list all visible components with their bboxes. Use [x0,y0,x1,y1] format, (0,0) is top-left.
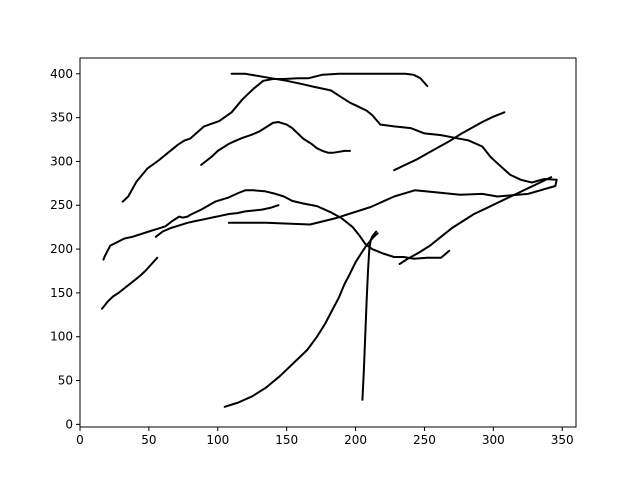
x-tick-label: 50 [141,433,156,447]
x-tick-label: 150 [275,433,298,447]
x-tick-label: 0 [76,433,84,447]
series-line-5 [154,204,280,238]
y-tick-label: 200 [50,242,73,256]
x-tick-label: 300 [482,433,505,447]
y-tick-label: 300 [50,154,73,168]
y-tick-label: 400 [50,67,73,81]
series-line-8 [361,230,378,401]
x-tick-label: 100 [206,433,229,447]
series-line-10 [393,111,506,172]
series-line-2 [121,72,429,203]
y-tick-label: 100 [50,330,73,344]
series-lines [101,72,558,408]
series-line-4 [200,121,351,166]
series-line-7 [223,232,379,408]
series-line-9 [398,176,553,265]
y-tick-label: 50 [58,374,73,388]
series-line-6 [101,256,159,310]
series-line-1 [227,72,558,226]
plot-frame [79,57,577,428]
y-tick-label: 250 [50,198,73,212]
y-axis: 0 50 100 150 200 250 300 350 400 [50,67,80,431]
x-tick-label: 200 [344,433,367,447]
series-line-3 [102,189,451,261]
y-tick-label: 0 [65,417,73,431]
x-axis: 0 50 100 150 200 250 300 350 [76,427,574,447]
y-tick-label: 150 [50,286,73,300]
y-tick-label: 350 [50,111,73,125]
x-tick-label: 250 [413,433,436,447]
x-tick-label: 350 [551,433,574,447]
